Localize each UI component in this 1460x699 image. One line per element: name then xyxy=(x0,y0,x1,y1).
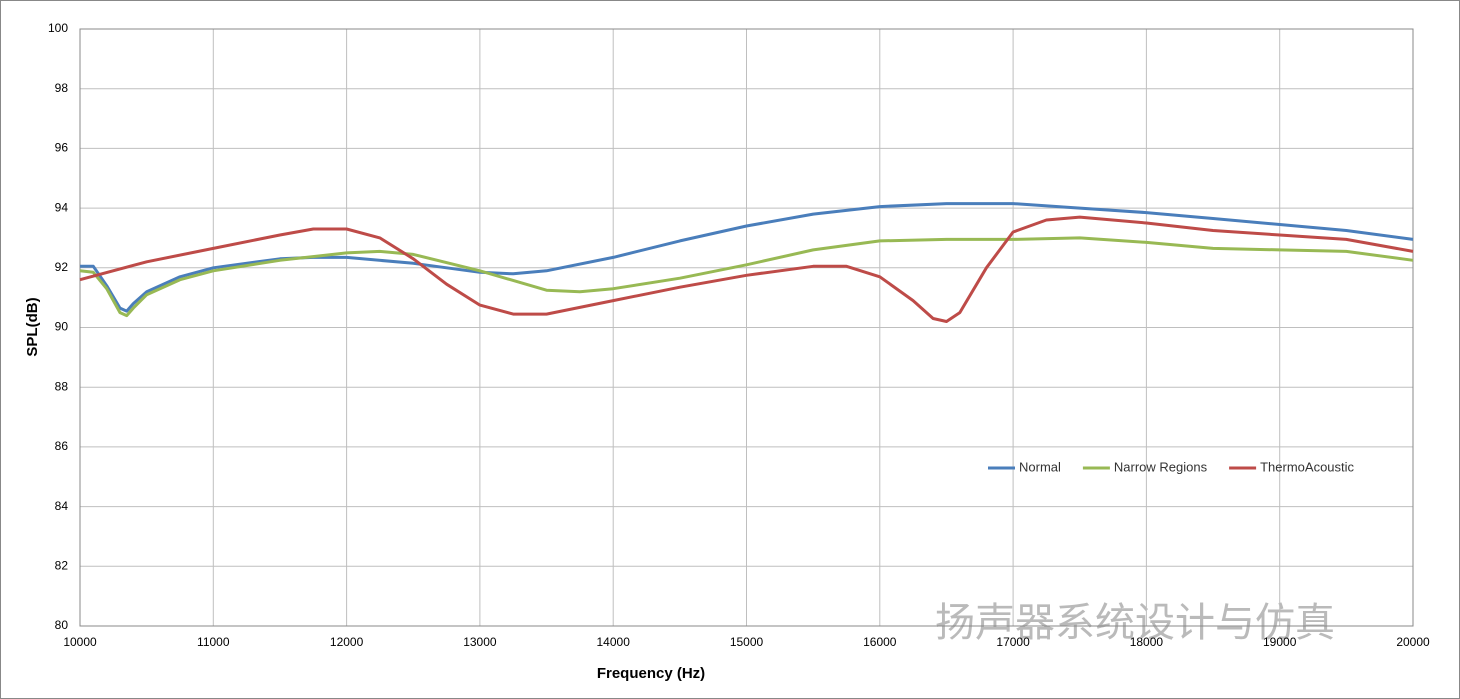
x-tick-label: 16000 xyxy=(863,635,897,649)
y-tick-label: 96 xyxy=(55,141,69,155)
x-tick-label: 14000 xyxy=(597,635,631,649)
series-line xyxy=(79,215,1414,323)
x-tick-label: 15000 xyxy=(730,635,764,649)
series-line xyxy=(79,236,1414,318)
y-tick-label: 88 xyxy=(55,379,69,393)
y-tick-label: 92 xyxy=(55,260,69,274)
legend-label: ThermoAcoustic xyxy=(1260,459,1354,474)
x-axis-title: Frequency (Hz) xyxy=(597,665,705,682)
watermark: 扬声器系统设计与仿真 xyxy=(935,600,1335,646)
x-tick-label: 10000 xyxy=(63,635,97,649)
y-axis-title: SPL(dB) xyxy=(24,297,41,356)
x-tick-label: 17000 xyxy=(996,635,1030,649)
y-tick-label: 100 xyxy=(48,21,68,35)
y-tick-label: 80 xyxy=(55,618,69,632)
y-tick-label: 94 xyxy=(55,200,69,214)
x-tick-label: 19000 xyxy=(1263,635,1297,649)
legend-label: Narrow Regions xyxy=(1114,459,1208,474)
x-tick-label: 13000 xyxy=(463,635,497,649)
x-tick-label: 20000 xyxy=(1396,635,1430,649)
y-tick-label: 82 xyxy=(55,558,69,572)
series-line xyxy=(80,202,1414,313)
y-tick-label: 86 xyxy=(55,439,69,453)
y-tick-label: 90 xyxy=(55,320,69,334)
x-tick-label: 11000 xyxy=(197,635,230,649)
legend-label: Normal xyxy=(1019,459,1061,474)
y-tick-label: 84 xyxy=(55,499,69,513)
x-tick-label: 18000 xyxy=(1130,635,1164,649)
plot-border xyxy=(79,28,1414,627)
y-tick-label: 98 xyxy=(55,81,69,95)
x-tick-label: 12000 xyxy=(330,635,364,649)
